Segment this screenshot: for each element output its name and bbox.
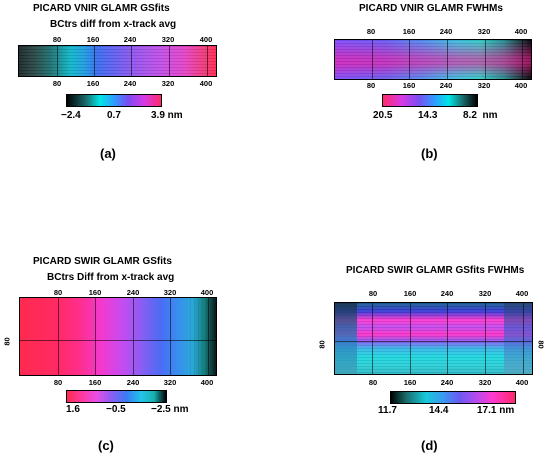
panel-a-colorbar (66, 94, 162, 107)
panel-b-tick-bottom: 80 (366, 81, 376, 90)
panel-a-tick-bottom: 320 (161, 79, 175, 88)
panel-b-tick-top: 240 (439, 27, 453, 36)
panel-b-colorbar (382, 94, 478, 107)
panel-c-tick-bottom: 320 (163, 378, 177, 387)
panel-d-title: PICARD SWIR GLAMR GSfits FWHMs (346, 265, 525, 276)
panel-a-tick-top: 320 (161, 35, 175, 44)
panel-d-tick-top: 240 (440, 289, 454, 298)
panel-d-tick-top: 320 (478, 289, 492, 298)
panel-d-tick-bottom: 240 (440, 378, 454, 387)
panel-b-tick-top: 160 (402, 27, 416, 36)
panel-c-tick-top: 400 (200, 288, 214, 297)
panel-d-tick-bottom: 80 (368, 378, 378, 387)
panel-d-tick-top: 160 (403, 289, 417, 298)
panel-d-heatmap (334, 302, 533, 375)
panel-d-tick-bottom: 400 (515, 378, 529, 387)
panel-b-tick-top: 320 (477, 27, 491, 36)
panel-d-tick-top: 400 (515, 289, 529, 298)
panel-a-tick-top: 160 (86, 35, 100, 44)
panel-a-subtitle: BCtrs diff from x-track avg (50, 19, 177, 30)
panel-d-colorbar (390, 391, 516, 404)
panel-a-title: PICARD VNIR GLAMR GSfits (33, 3, 170, 14)
panel-c-title: PICARD SWIR GLAMR GSfits (33, 256, 172, 267)
panel-b-heatmap (334, 39, 532, 80)
panel-a-tick-top: 240 (123, 35, 137, 44)
panel-a-tick-bottom: 160 (86, 79, 100, 88)
panel-d-tick-bottom: 160 (403, 378, 417, 387)
panel-c-tick-bottom: 400 (200, 378, 214, 387)
panel-c-colorbar-max: −2.5 nm (151, 404, 189, 415)
panel-b-tick-bottom: 320 (477, 81, 491, 90)
panel-b-tick-bottom: 240 (439, 81, 453, 90)
panel-c-letter: (c) (98, 438, 114, 453)
panel-d-colorbar-min: 11.7 (378, 405, 397, 416)
panel-a-tick-top: 400 (199, 35, 213, 44)
panel-b-tick-bottom: 400 (514, 81, 528, 90)
panel-d-letter: (d) (421, 438, 438, 453)
panel-a-tick-bottom: 400 (199, 79, 213, 88)
panel-d-tick-top: 80 (368, 289, 378, 298)
panel-c-heatmap (19, 297, 217, 376)
panel-d-side-label-left: 80 (317, 340, 327, 349)
panel-c-side-label-left: 80 (2, 337, 12, 346)
panel-a-tick-top: 80 (52, 35, 62, 44)
panel-c-tick-top: 160 (88, 288, 102, 297)
panel-a-letter: (a) (100, 146, 116, 161)
panel-b-letter: (b) (421, 146, 438, 161)
panel-c-tick-bottom: 80 (53, 378, 63, 387)
panel-c-colorbar (66, 390, 167, 403)
panel-d-colorbar-mid: 14.4 (429, 405, 449, 416)
panel-b-colorbar-max: 8.2 nm (463, 110, 498, 121)
panel-c-tick-bottom: 160 (88, 378, 102, 387)
panel-b-title: PICARD VNIR GLAMR FWHMs (359, 3, 503, 14)
panel-a-tick-bottom: 80 (52, 79, 62, 88)
panel-c-subtitle: BCtrs Diff from x-track avg (47, 272, 175, 283)
panel-b-tick-top: 80 (366, 27, 376, 36)
panel-b-colorbar-mid: 14.3 (418, 110, 438, 121)
panel-c-colorbar-mid: −0.5 (106, 404, 126, 415)
panel-c-tick-top: 240 (126, 288, 140, 297)
panel-a-colorbar-max: 3.9 nm (151, 110, 183, 121)
panel-c-tick-top: 320 (163, 288, 177, 297)
panel-d-tick-bottom: 320 (478, 378, 492, 387)
panel-c-tick-top: 80 (53, 288, 63, 297)
panel-d-colorbar-max: 17.1 nm (477, 405, 515, 416)
panel-d-side-label-right: 80 (536, 340, 546, 349)
panel-b-colorbar-min: 20.5 (373, 110, 393, 121)
panel-a-tick-bottom: 240 (123, 79, 137, 88)
panel-c-colorbar-min: 1.6 (66, 404, 80, 415)
panel-a-heatmap (18, 45, 217, 77)
panel-b-tick-top: 400 (514, 27, 528, 36)
panel-c-tick-bottom: 240 (126, 378, 140, 387)
panel-a-colorbar-min: −2.4 (61, 110, 81, 121)
panel-a-colorbar-mid: 0.7 (107, 110, 121, 121)
panel-b-tick-bottom: 160 (402, 81, 416, 90)
